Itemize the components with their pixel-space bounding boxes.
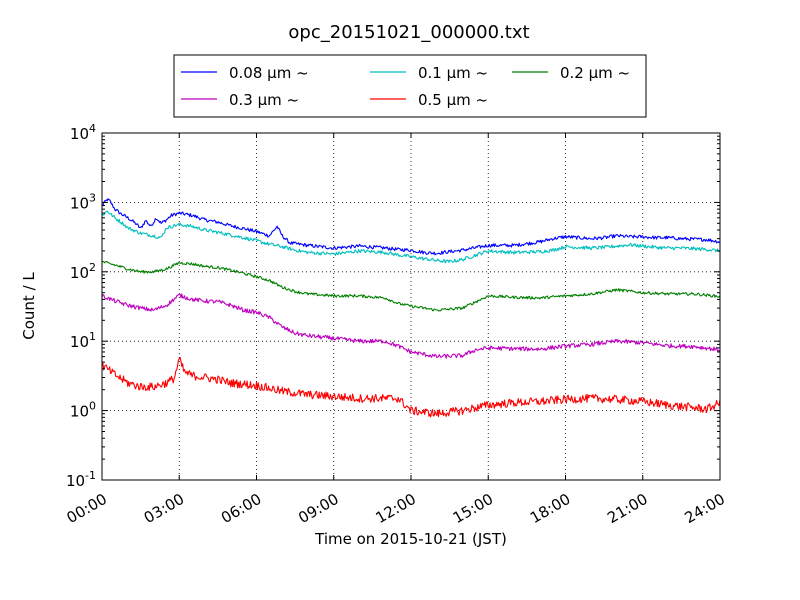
series-line-1 — [101, 210, 721, 264]
legend-label: 0.3 μm ~ — [229, 91, 299, 109]
x-tick-label: 03:00 — [141, 490, 187, 527]
plot-series — [101, 198, 721, 418]
y-tick-label: 103 — [70, 191, 96, 212]
legend-label: 0.1 μm ~ — [418, 64, 488, 82]
x-tick-label: 00:00 — [64, 490, 110, 527]
x-tick-labels: 00:00 03:00 06:00 09:00 12:00 15:00 18:00 21:00… — [64, 490, 728, 527]
legend: 0.08 μm ~ 0.1 μm ~ 0.2 μm ~ 0.3 μm ~ 0.5 μm … — [173, 54, 647, 118]
x-tick-label: 24:00 — [682, 490, 728, 527]
series-line-2 — [101, 260, 721, 312]
series-line-3 — [101, 293, 721, 359]
legend-label: 0.08 μm ~ — [229, 64, 309, 82]
axis-ticks — [101, 132, 721, 481]
grid — [102, 133, 720, 480]
x-tick-label: 12:00 — [373, 490, 419, 527]
series-line-4 — [101, 356, 721, 418]
y-tick-label: 101 — [70, 330, 96, 351]
x-tick-label: 15:00 — [450, 490, 496, 527]
x-tick-label: 21:00 — [604, 490, 650, 527]
x-tick-label: 06:00 — [218, 490, 264, 527]
y-tick-label: 104 — [70, 122, 96, 143]
y-tick-label: 100 — [70, 400, 96, 421]
x-tick-label: 18:00 — [527, 490, 573, 527]
chart-title: opc_20151021_000000.txt — [288, 22, 529, 43]
legend-label: 0.5 μm ~ — [418, 91, 488, 109]
y-tick-label: 10-1 — [66, 469, 96, 490]
x-axis-title: Time on 2015-10-21 (JST) — [314, 530, 507, 548]
y-tick-labels: 10-1 100 101 102 103 104 — [66, 122, 96, 490]
x-tick-label: 09:00 — [295, 490, 341, 527]
y-axis-title: Count / L — [20, 272, 38, 340]
legend-label: 0.2 μm ~ — [560, 64, 630, 82]
series-line-0 — [101, 198, 721, 256]
legend-box — [173, 54, 647, 118]
y-tick-label: 102 — [70, 261, 96, 282]
